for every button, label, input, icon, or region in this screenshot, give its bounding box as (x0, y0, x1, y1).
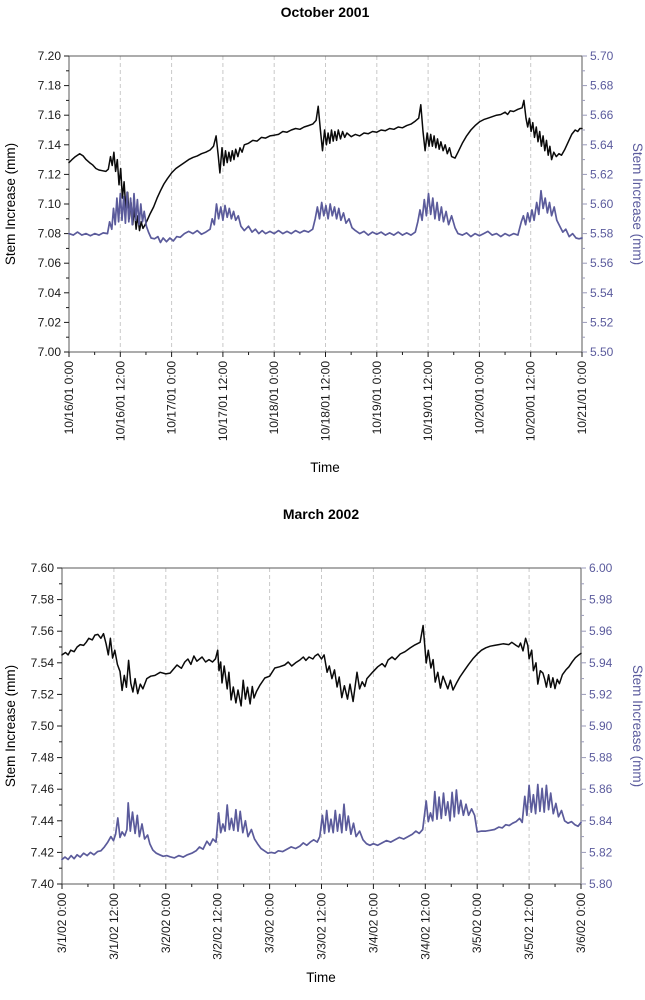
left-tick-label: 7.16 (38, 108, 62, 122)
left-tick-label: 7.04 (38, 286, 62, 300)
left-tick-label: 7.12 (38, 167, 62, 181)
left-tick-label: 7.50 (31, 719, 55, 733)
left-tick-label: 7.18 (38, 79, 62, 93)
right-tick-label: 5.70 (590, 49, 614, 63)
right-tick-label: 5.82 (589, 845, 613, 859)
x-tick-label: 3/3/02 0:00 (263, 893, 277, 953)
right-tick-label: 5.64 (590, 138, 614, 152)
right-tick-label: 5.60 (590, 197, 614, 211)
x-tick-label: 10/16/01 12:00 (113, 361, 127, 441)
right-tick-label: 5.94 (589, 656, 613, 670)
right-axis-title-march: Stem Increase (mm) (630, 665, 645, 787)
left-tick-label: 7.52 (31, 687, 55, 701)
x-tick-label: 10/18/01 0:00 (267, 361, 281, 435)
x-tick-label: 3/5/02 0:00 (470, 893, 484, 953)
x-tick-label: 10/20/01 0:00 (472, 361, 486, 435)
left-tick-label: 7.54 (31, 656, 55, 670)
right-tick-label: 5.56 (590, 256, 614, 270)
x-tick-label: 10/19/01 0:00 (370, 361, 384, 435)
chart-march-2002: March 2002 Stem Increase (mm) Stem Incre… (3, 506, 645, 985)
x-tick-label: 10/17/01 12:00 (216, 361, 230, 441)
right-tick-label: 5.52 (590, 315, 614, 329)
x-tick-label: 10/17/01 0:00 (165, 361, 179, 435)
left-tick-label: 7.40 (31, 877, 55, 891)
right-tick-label: 5.86 (589, 782, 613, 796)
left-tick-label: 7.06 (38, 256, 62, 270)
left-tick-label: 7.60 (31, 561, 55, 575)
right-tick-label: 5.84 (589, 814, 613, 828)
x-tick-label: 10/19/01 12:00 (421, 361, 435, 441)
series-stem-increase-tree-1 (61, 624, 582, 707)
right-tick-label: 5.66 (590, 108, 614, 122)
plot-area-october: 7.00 7.02 7.04 7.06 7.08 7.10 7.12 7.14 7.16 7.18… (38, 49, 614, 441)
right-tick-label: 5.50 (590, 345, 614, 359)
x-tick-label: 10/21/01 0:00 (575, 361, 589, 435)
left-tick-label: 7.08 (38, 227, 62, 241)
right-tick-label: 5.58 (590, 227, 614, 241)
x-tick-label: 3/4/02 12:00 (418, 893, 432, 960)
left-tick-label: 7.56 (31, 624, 55, 638)
left-tick-label: 7.58 (31, 593, 55, 607)
left-tick-label: 7.00 (38, 345, 62, 359)
right-axis-title-october: Stem Increase (mm) (630, 143, 645, 265)
x-tick-label: 3/5/02 12:00 (522, 893, 536, 960)
right-tick-label: 5.98 (589, 593, 613, 607)
x-tick-label: 10/16/01 0:00 (62, 361, 76, 435)
x-tick-label: 3/4/02 0:00 (366, 893, 380, 953)
x-tick-label: 3/1/02 12:00 (107, 893, 121, 960)
series-stem-increase-tree-1 (68, 99, 583, 232)
left-tick-label: 7.44 (31, 814, 55, 828)
x-tick-label: 3/2/02 0:00 (159, 893, 173, 953)
right-tick-label: 5.62 (590, 167, 614, 181)
left-tick-label: 7.10 (38, 197, 62, 211)
x-axis-title-october: Time (310, 460, 340, 475)
right-tick-label: 6.00 (589, 561, 613, 575)
x-tick-label: 10/18/01 12:00 (319, 361, 333, 441)
chart-october-2001: October 2001 Stem Increase (mm) Stem Inc… (3, 4, 645, 475)
series-stem-increase-tree-2 (61, 783, 582, 861)
x-tick-label: 10/20/01 12:00 (524, 361, 538, 441)
x-axis-title-march: Time (306, 970, 336, 985)
x-tick-label: 3/6/02 0:00 (574, 893, 588, 953)
left-tick-label: 7.20 (38, 49, 62, 63)
left-axis-title-october: Stem Increase (mm) (3, 143, 18, 265)
left-tick-label: 7.42 (31, 845, 55, 859)
x-tick-label: 3/2/02 12:00 (211, 893, 225, 960)
right-tick-label: 5.54 (590, 286, 614, 300)
right-tick-label: 5.96 (589, 624, 613, 638)
series-stem-increase-tree-2 (68, 189, 583, 244)
x-tick-label: 3/1/02 0:00 (55, 893, 69, 953)
x-tick-label: 3/3/02 12:00 (315, 893, 329, 960)
right-tick-label: 5.68 (590, 79, 614, 93)
left-tick-label: 7.46 (31, 782, 55, 796)
left-tick-label: 7.02 (38, 315, 62, 329)
right-tick-label: 5.88 (589, 751, 613, 765)
left-axis-title-march: Stem Increase (mm) (3, 665, 18, 787)
plot-area-march: 7.40 7.42 7.44 7.46 7.48 7.50 7.52 7.54 7.56 7.58… (31, 561, 613, 960)
chart-title-march: March 2002 (283, 506, 359, 522)
left-tick-label: 7.48 (31, 751, 55, 765)
left-tick-label: 7.14 (38, 138, 62, 152)
right-tick-label: 5.92 (589, 687, 613, 701)
chart-title-october: October 2001 (281, 4, 370, 20)
right-tick-label: 5.90 (589, 719, 613, 733)
right-tick-label: 5.80 (589, 877, 613, 891)
